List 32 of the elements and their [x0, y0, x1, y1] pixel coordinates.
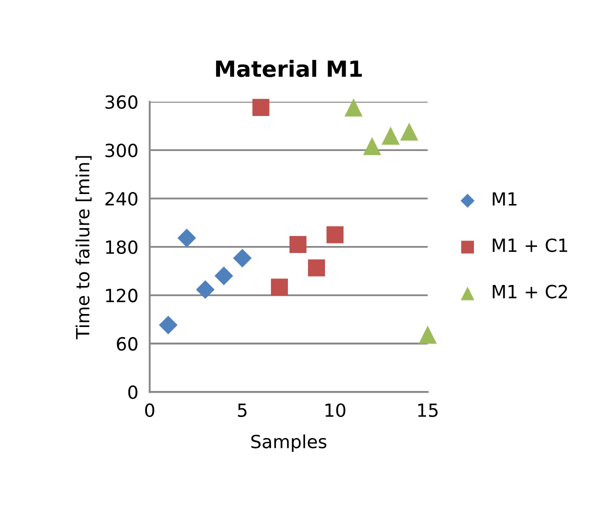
x-tick-label: 15 — [418, 404, 438, 418]
point — [326, 226, 344, 244]
point — [233, 248, 252, 268]
y-tick-label: 300 — [105, 144, 138, 158]
point — [196, 280, 215, 299]
chart-title: Material M1 — [216, 60, 362, 78]
point — [214, 266, 234, 286]
y-tick-label: 240 — [105, 192, 138, 206]
x-axis-title: Samples — [251, 434, 326, 452]
x-tick-label: 10 — [326, 403, 346, 418]
y-tick-label: 60 — [116, 337, 138, 351]
point — [270, 278, 288, 296]
y-axis-title: Time to failure [min] — [76, 156, 92, 340]
point — [177, 228, 196, 248]
point — [158, 316, 178, 334]
legend-label: M1 — [492, 192, 516, 206]
point — [344, 98, 363, 116]
point — [363, 137, 382, 156]
point — [400, 122, 418, 141]
point — [382, 126, 400, 145]
point — [418, 326, 437, 344]
point — [252, 98, 270, 116]
x-tick-label: 0 — [145, 403, 154, 418]
x-tick-label: 5 — [238, 404, 247, 418]
y-tick-label: 0 — [128, 385, 138, 400]
y-tick-label: 360 — [105, 95, 138, 109]
y-tick-label: 180 — [106, 240, 138, 254]
legend-label: M1 + C2 — [492, 284, 567, 298]
point — [308, 259, 326, 276]
point — [289, 236, 306, 253]
y-tick-label: 120 — [106, 288, 138, 302]
legend-label: M1 + C1 — [492, 238, 568, 252]
